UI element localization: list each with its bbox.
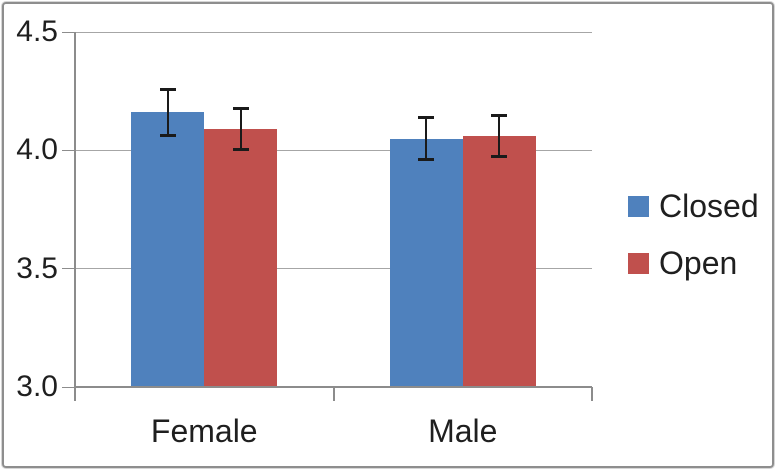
y-gridline (75, 31, 592, 33)
y-tick-mark (62, 31, 75, 33)
x-tick-mark (332, 387, 335, 401)
error-bar-open-male-cap-top (491, 113, 508, 117)
bar-closed-male (389, 138, 463, 387)
y-gridline (75, 268, 592, 270)
category-label-female: Female (150, 413, 258, 449)
error-bar-open-female-cap-bottom (232, 148, 249, 152)
y-gridline (75, 149, 592, 151)
legend-item-open: Open (628, 247, 759, 279)
error-bar-closed-male-line (425, 117, 428, 160)
y-axis (74, 32, 76, 401)
legend-swatch-open (628, 252, 649, 274)
error-bar-open-male-cap-bottom (491, 155, 508, 159)
y-tick-mark (62, 386, 75, 388)
y-tick-mark (62, 149, 75, 151)
bar-closed-female (131, 112, 205, 387)
error-bar-closed-female-cap-top (159, 87, 176, 91)
error-bar-closed-female-line (166, 88, 169, 137)
error-bar-closed-male-cap-bottom (418, 157, 435, 161)
error-bar-open-male-line (498, 114, 501, 158)
y-tick-mark (62, 268, 75, 270)
legend-label-closed: Closed (659, 188, 759, 224)
error-bar-closed-male-cap-top (418, 116, 435, 120)
y-tick-label: 4.0 (16, 133, 58, 167)
error-bar-open-female-cap-top (232, 106, 249, 110)
y-tick-label: 3.5 (16, 251, 58, 285)
bar-open-female (204, 129, 278, 387)
legend-swatch-closed (628, 195, 649, 217)
bar-open-male (462, 136, 536, 387)
category-label-male: Male (428, 413, 498, 449)
y-tick-label: 3.0 (16, 370, 58, 403)
legend-label-open: Open (659, 245, 738, 281)
error-bar-open-female-line (239, 107, 242, 151)
x-tick-mark (591, 387, 593, 401)
legend: Closed Open (628, 190, 759, 279)
y-tick-label: 4.5 (16, 15, 58, 48)
error-bar-closed-female-cap-bottom (159, 134, 176, 138)
legend-item-closed: Closed (628, 190, 759, 222)
